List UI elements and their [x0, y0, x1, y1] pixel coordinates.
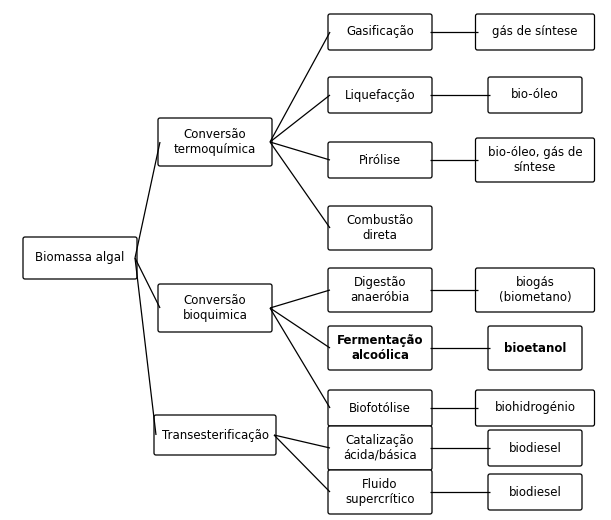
- Text: Fluido
supercrítico: Fluido supercrítico: [345, 478, 415, 506]
- Text: Biofotólise: Biofotólise: [349, 401, 411, 414]
- Text: Transesterificação: Transesterificação: [161, 428, 268, 441]
- Text: biodiesel: biodiesel: [508, 486, 562, 499]
- Text: Catalização
ácida/básica: Catalização ácida/básica: [343, 434, 417, 462]
- FancyBboxPatch shape: [328, 142, 432, 178]
- Text: biohidrogénio: biohidrogénio: [494, 401, 576, 414]
- FancyBboxPatch shape: [328, 206, 432, 250]
- FancyBboxPatch shape: [158, 284, 272, 332]
- FancyBboxPatch shape: [158, 118, 272, 166]
- FancyBboxPatch shape: [475, 14, 595, 50]
- Text: bio-óleo, gás de
síntese: bio-óleo, gás de síntese: [488, 146, 582, 174]
- FancyBboxPatch shape: [475, 268, 595, 312]
- FancyBboxPatch shape: [154, 415, 276, 455]
- Text: Biomassa algal: Biomassa algal: [35, 252, 125, 265]
- Text: biodiesel: biodiesel: [508, 441, 562, 454]
- Text: Liquefacção: Liquefacção: [345, 88, 415, 101]
- FancyBboxPatch shape: [328, 426, 432, 470]
- Text: biogás
(biometano): biogás (biometano): [499, 276, 571, 304]
- FancyBboxPatch shape: [328, 268, 432, 312]
- FancyBboxPatch shape: [328, 14, 432, 50]
- FancyBboxPatch shape: [488, 474, 582, 510]
- Text: Fermentação
alcoólica: Fermentação alcoólica: [337, 334, 423, 362]
- Text: Digestão
anaeróbia: Digestão anaeróbia: [350, 276, 409, 304]
- FancyBboxPatch shape: [23, 237, 137, 279]
- Text: gás de síntese: gás de síntese: [492, 25, 578, 38]
- FancyBboxPatch shape: [328, 326, 432, 370]
- FancyBboxPatch shape: [488, 77, 582, 113]
- FancyBboxPatch shape: [475, 390, 595, 426]
- FancyBboxPatch shape: [328, 77, 432, 113]
- Text: Conversão
bioquimica: Conversão bioquimica: [183, 294, 247, 322]
- Text: Gasificação: Gasificação: [346, 25, 414, 38]
- FancyBboxPatch shape: [328, 470, 432, 514]
- Text: Pirólise: Pirólise: [359, 153, 401, 166]
- Text: Conversão
termoquímica: Conversão termoquímica: [174, 128, 256, 156]
- FancyBboxPatch shape: [488, 430, 582, 466]
- FancyBboxPatch shape: [328, 390, 432, 426]
- Text: Combustão
direta: Combustão direta: [346, 214, 414, 242]
- Text: bioetanol: bioetanol: [504, 342, 566, 355]
- Text: bio-óleo: bio-óleo: [511, 88, 559, 101]
- FancyBboxPatch shape: [475, 138, 595, 182]
- FancyBboxPatch shape: [488, 326, 582, 370]
